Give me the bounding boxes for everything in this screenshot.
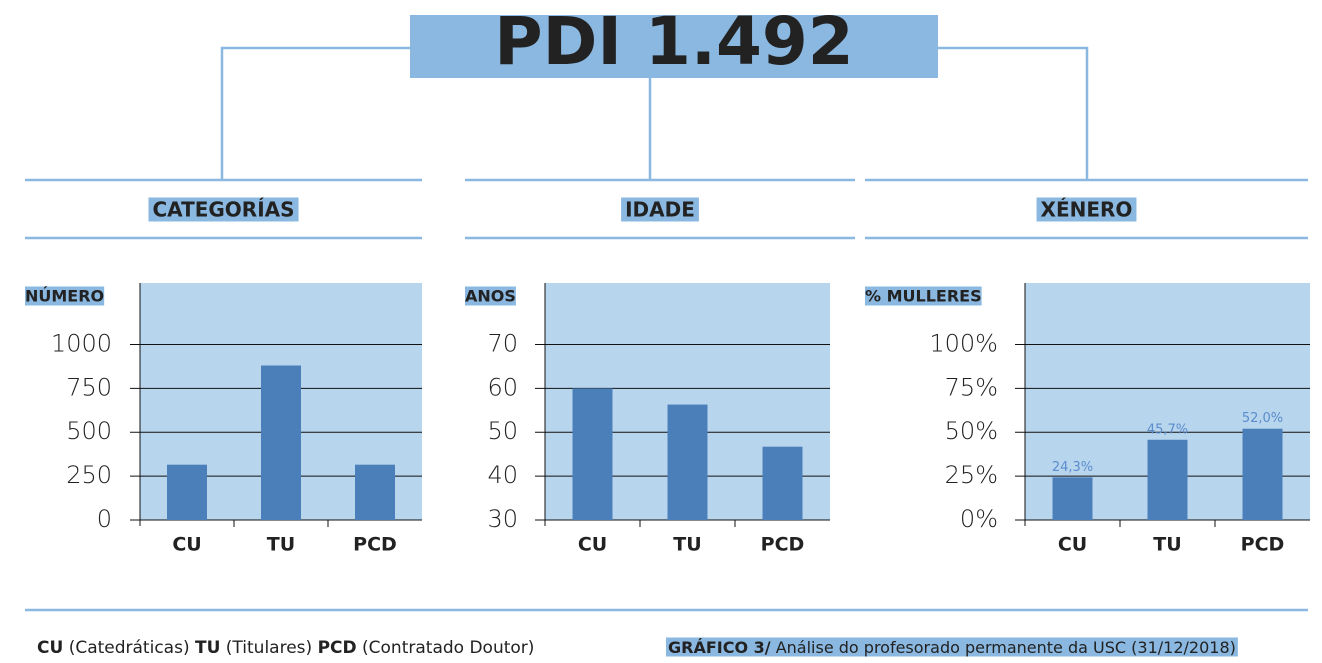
- x-tick-label: TU: [673, 534, 701, 556]
- value-label: 52,0%: [1242, 411, 1283, 426]
- bar: [167, 464, 207, 520]
- connectors: [220, 46, 1089, 180]
- abbr-desc: (Catedráticas): [69, 638, 190, 658]
- bar: [572, 388, 613, 520]
- bar: [261, 365, 301, 520]
- highlight: [865, 286, 982, 306]
- x-tick-label: CU: [1058, 534, 1087, 556]
- section-title: IDADE: [625, 198, 695, 222]
- x-tick-label: PCD: [1241, 534, 1285, 556]
- x-tick-label: TU: [1153, 534, 1181, 556]
- header-box: [410, 15, 938, 78]
- highlight: [621, 197, 699, 222]
- y-tick-label: 50%: [945, 417, 998, 445]
- y-axis-label: ANOS: [465, 287, 516, 306]
- y-tick-label: 100%: [929, 329, 998, 357]
- x-tick-label: PCD: [761, 534, 805, 556]
- y-tick-label: 60: [487, 373, 518, 401]
- y-axis-label: NÚMERO: [25, 287, 104, 306]
- bar: [1147, 439, 1188, 520]
- y-tick-label: 1000: [51, 329, 112, 357]
- abbr: TU: [195, 638, 220, 658]
- y-tick-label: 500: [66, 417, 112, 445]
- y-axis-label: % MULLERES: [865, 287, 982, 306]
- bar: [1052, 477, 1093, 520]
- caption-text: Análise do profesorado permanente da USC…: [776, 638, 1236, 657]
- x-tick-label: PCD: [353, 534, 397, 556]
- highlight: [666, 637, 1238, 657]
- bar: [667, 404, 708, 520]
- abbr: PCD: [318, 638, 357, 658]
- highlight: [1036, 197, 1137, 222]
- highlight: [148, 197, 299, 222]
- abbr: CU: [37, 638, 63, 658]
- header-title: PDI 1.492: [494, 3, 853, 80]
- x-tick-label: CU: [578, 534, 607, 556]
- highlight: [25, 286, 105, 306]
- y-tick-label: 250: [66, 461, 112, 489]
- y-tick-label: 0: [97, 505, 112, 533]
- x-tick-label: CU: [172, 534, 201, 556]
- y-tick-label: 30: [487, 505, 518, 533]
- section-title: XÉNERO: [1041, 198, 1133, 222]
- x-tick-label: TU: [267, 534, 295, 556]
- abbr-desc: (Contratado Doutor): [362, 638, 534, 658]
- highlight: [465, 286, 516, 306]
- value-label: 24,3%: [1052, 460, 1093, 475]
- bar: [762, 446, 803, 520]
- y-tick-label: 40: [487, 461, 518, 489]
- bar: [355, 464, 395, 520]
- y-tick-label: 25%: [945, 461, 998, 489]
- footer-caption: GRÁFICO 3/ Análise do profesorado perman…: [668, 638, 1236, 657]
- y-tick-label: 50: [487, 417, 518, 445]
- y-tick-label: 70: [487, 329, 518, 357]
- caption-label: GRÁFICO 3/: [668, 638, 771, 657]
- y-tick-label: 750: [66, 373, 112, 401]
- value-label: 45,7%: [1147, 422, 1188, 437]
- footer-legend: CU (Catedráticas) TU (Titulares) PCD (Co…: [37, 638, 534, 658]
- bar: [1242, 428, 1283, 520]
- section-title: CATEGORÍAS: [152, 198, 294, 222]
- y-tick-label: 75%: [945, 373, 998, 401]
- abbr-desc: (Titulares): [226, 638, 312, 658]
- y-tick-label: 0%: [960, 505, 998, 533]
